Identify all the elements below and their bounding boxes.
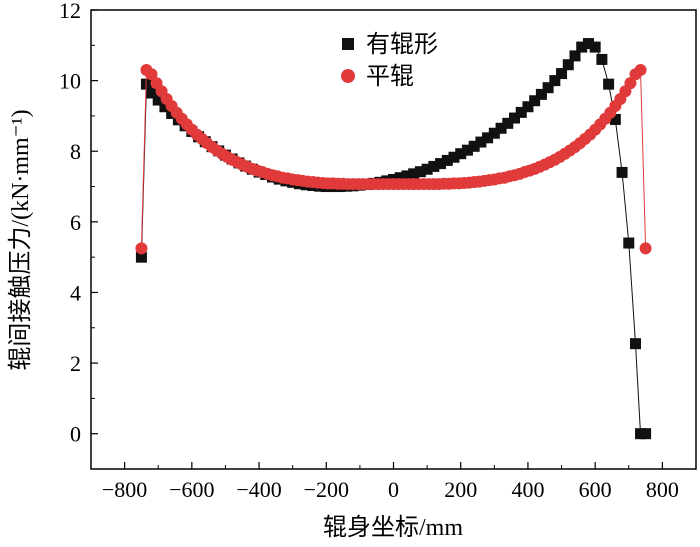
data-point bbox=[589, 41, 601, 53]
legend-marker bbox=[342, 38, 354, 50]
legend-label: 有辊形 bbox=[366, 31, 438, 58]
data-point bbox=[488, 127, 500, 139]
data-point bbox=[535, 88, 547, 100]
data-point bbox=[401, 170, 413, 182]
x-tick-label: 600 bbox=[579, 477, 612, 502]
data-point bbox=[441, 154, 453, 166]
data-point bbox=[408, 168, 420, 180]
data-point bbox=[145, 68, 158, 81]
data-point bbox=[529, 95, 541, 107]
data-point bbox=[522, 101, 534, 113]
legend-marker bbox=[341, 69, 355, 83]
data-point bbox=[609, 113, 621, 125]
data-point bbox=[623, 237, 635, 249]
x-tick-label: −200 bbox=[304, 477, 349, 502]
data-point bbox=[502, 117, 514, 129]
data-point bbox=[448, 151, 460, 163]
x-tick-label: −400 bbox=[236, 477, 281, 502]
data-point bbox=[152, 94, 164, 106]
x-axis-label: 辊身坐标/mm bbox=[323, 514, 463, 541]
data-point bbox=[414, 166, 426, 178]
data-point bbox=[634, 64, 647, 77]
data-point bbox=[616, 166, 628, 178]
data-point bbox=[394, 172, 406, 184]
data-point bbox=[624, 77, 637, 90]
data-point bbox=[135, 251, 147, 263]
y-tick-label: 2 bbox=[70, 351, 81, 376]
data-point bbox=[582, 38, 594, 50]
data-point bbox=[461, 144, 473, 156]
data-point bbox=[603, 78, 615, 90]
data-point bbox=[542, 82, 554, 94]
data-point bbox=[159, 101, 171, 113]
data-point bbox=[468, 140, 480, 152]
x-tick-label: 800 bbox=[646, 477, 679, 502]
axis-ticks: −800 −600 −400 −200 0 200 400 600 800 0 2 4 6 8 10 12 bbox=[59, 0, 679, 502]
y-axis-label: 辊间接触压力/(kN·mm⁻¹) bbox=[7, 109, 34, 370]
y-tick-label: 8 bbox=[70, 139, 81, 164]
x-tick-label: 400 bbox=[511, 477, 544, 502]
series-line bbox=[140, 42, 646, 435]
data-point bbox=[549, 75, 561, 87]
data-point bbox=[556, 68, 568, 80]
data-point bbox=[435, 158, 447, 170]
y-tick-label: 6 bbox=[70, 210, 81, 235]
series-layer bbox=[135, 38, 652, 440]
data-point bbox=[639, 242, 652, 255]
data-point bbox=[495, 122, 507, 134]
x-tick-label: 0 bbox=[388, 477, 399, 502]
y-tick-label: 12 bbox=[59, 0, 81, 23]
data-point bbox=[455, 148, 467, 160]
data-point bbox=[569, 50, 581, 62]
y-tick-label: 4 bbox=[70, 280, 81, 305]
series-2 bbox=[135, 64, 652, 255]
series-line bbox=[140, 68, 647, 249]
series-1 bbox=[135, 38, 652, 440]
data-point bbox=[482, 132, 494, 144]
data-point bbox=[421, 163, 433, 175]
x-tick-label: −800 bbox=[102, 477, 147, 502]
data-point bbox=[428, 160, 440, 172]
y-tick-label: 10 bbox=[59, 69, 81, 94]
x-tick-label: −600 bbox=[169, 477, 214, 502]
legend-label: 平辊 bbox=[366, 63, 414, 90]
data-point bbox=[509, 112, 520, 124]
data-point bbox=[596, 53, 608, 65]
data-point bbox=[515, 106, 527, 118]
data-point bbox=[640, 428, 652, 440]
y-tick-label: 0 bbox=[70, 422, 81, 447]
data-point bbox=[562, 59, 574, 71]
x-tick-label: 200 bbox=[444, 477, 477, 502]
data-point bbox=[475, 136, 487, 148]
data-point bbox=[630, 338, 641, 350]
data-point bbox=[146, 87, 157, 99]
data-point bbox=[576, 41, 588, 53]
data-point bbox=[135, 242, 148, 255]
